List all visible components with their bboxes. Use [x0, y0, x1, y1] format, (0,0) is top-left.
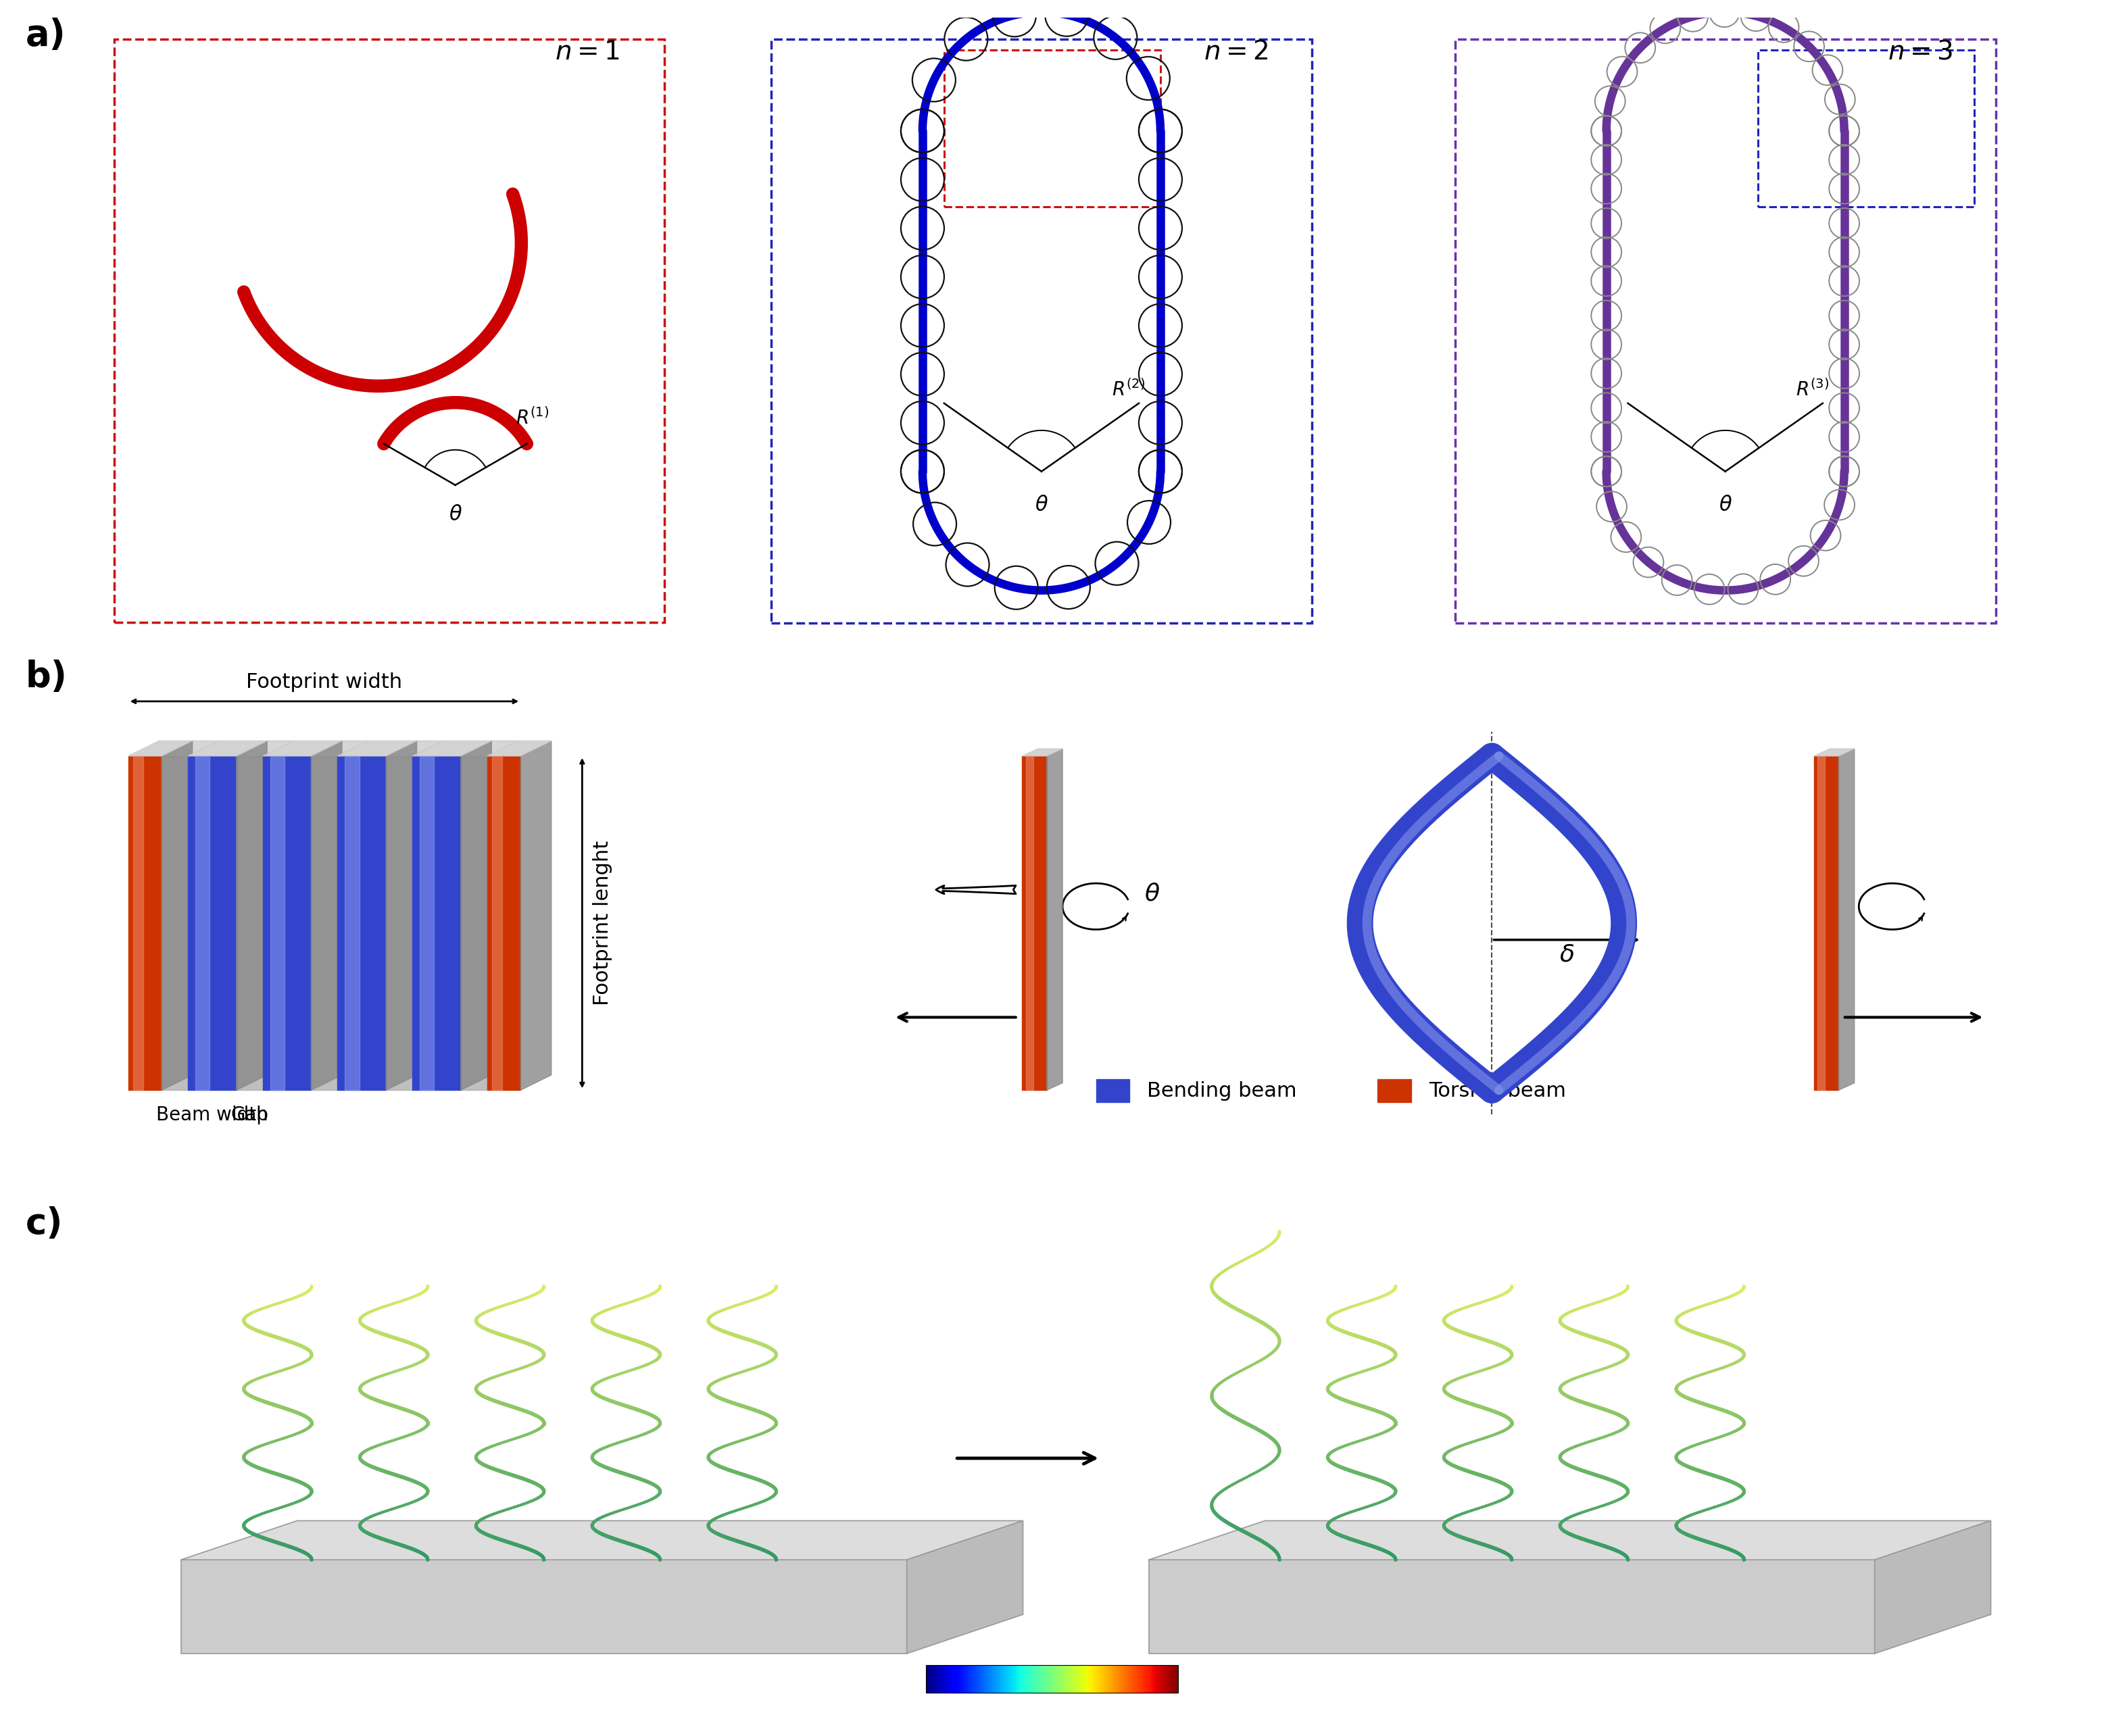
Polygon shape: [236, 757, 263, 1090]
Polygon shape: [412, 757, 461, 1090]
Polygon shape: [311, 741, 368, 757]
Text: $n = 3$: $n = 3$: [1887, 38, 1953, 64]
Text: $\delta$: $\delta$: [1559, 943, 1574, 965]
Polygon shape: [385, 757, 412, 1090]
Polygon shape: [385, 741, 417, 1090]
Bar: [1757, 50, 1974, 207]
Text: c): c): [25, 1207, 63, 1241]
Polygon shape: [133, 757, 143, 1090]
Polygon shape: [461, 757, 488, 1090]
Polygon shape: [1875, 1521, 1990, 1653]
Text: Footprint lenght: Footprint lenght: [593, 840, 612, 1005]
Polygon shape: [1096, 1080, 1130, 1102]
Polygon shape: [1814, 748, 1854, 757]
Polygon shape: [907, 1521, 1023, 1653]
Polygon shape: [1023, 757, 1046, 1090]
Text: Torsion beam: Torsion beam: [1429, 1082, 1565, 1101]
Polygon shape: [1149, 1559, 1875, 1653]
Text: $\theta$: $\theta$: [1035, 495, 1048, 516]
Text: $n = 2$: $n = 2$: [1203, 38, 1269, 64]
Polygon shape: [520, 741, 551, 1090]
Polygon shape: [345, 757, 360, 1090]
Polygon shape: [488, 741, 551, 757]
Polygon shape: [1046, 748, 1063, 1090]
Text: b): b): [25, 660, 67, 694]
Polygon shape: [128, 741, 191, 757]
Polygon shape: [311, 741, 343, 1090]
Text: Bending beam: Bending beam: [1147, 1082, 1296, 1101]
Polygon shape: [385, 741, 444, 757]
Polygon shape: [236, 741, 267, 1090]
Text: $\theta$: $\theta$: [448, 505, 463, 524]
Polygon shape: [196, 757, 210, 1090]
Polygon shape: [461, 741, 492, 1090]
Bar: [945, 50, 1161, 207]
Polygon shape: [1149, 1521, 1990, 1559]
Polygon shape: [412, 741, 492, 757]
Polygon shape: [1027, 757, 1033, 1090]
Polygon shape: [492, 757, 503, 1090]
Polygon shape: [263, 757, 311, 1090]
Text: $R^{(3)}$: $R^{(3)}$: [1795, 378, 1828, 399]
Polygon shape: [337, 741, 417, 757]
Polygon shape: [269, 757, 284, 1090]
Text: Gap: Gap: [231, 1106, 269, 1125]
Polygon shape: [128, 757, 162, 1090]
Polygon shape: [181, 1559, 907, 1653]
Polygon shape: [337, 757, 385, 1090]
Text: $R^{(2)}$: $R^{(2)}$: [1111, 378, 1145, 399]
Polygon shape: [263, 741, 343, 757]
Polygon shape: [1818, 757, 1824, 1090]
Polygon shape: [1839, 748, 1854, 1090]
Text: Footprint width: Footprint width: [246, 672, 402, 693]
Polygon shape: [311, 757, 337, 1090]
Polygon shape: [162, 741, 219, 757]
Text: $n = 1$: $n = 1$: [555, 40, 621, 64]
Text: $R^{(1)}$: $R^{(1)}$: [515, 408, 549, 429]
Polygon shape: [236, 741, 295, 757]
Polygon shape: [187, 757, 236, 1090]
Polygon shape: [488, 757, 520, 1090]
Polygon shape: [461, 741, 518, 757]
Polygon shape: [419, 757, 433, 1090]
Polygon shape: [162, 757, 187, 1090]
Text: Beam width: Beam width: [156, 1106, 267, 1125]
Polygon shape: [1378, 1080, 1412, 1102]
Text: a): a): [25, 17, 65, 52]
Text: $\theta$: $\theta$: [1145, 882, 1159, 904]
Polygon shape: [162, 741, 191, 1090]
Polygon shape: [181, 1521, 1023, 1559]
Polygon shape: [1814, 757, 1839, 1090]
Text: $\theta$: $\theta$: [1719, 495, 1732, 516]
Polygon shape: [1023, 748, 1063, 757]
Polygon shape: [187, 741, 267, 757]
